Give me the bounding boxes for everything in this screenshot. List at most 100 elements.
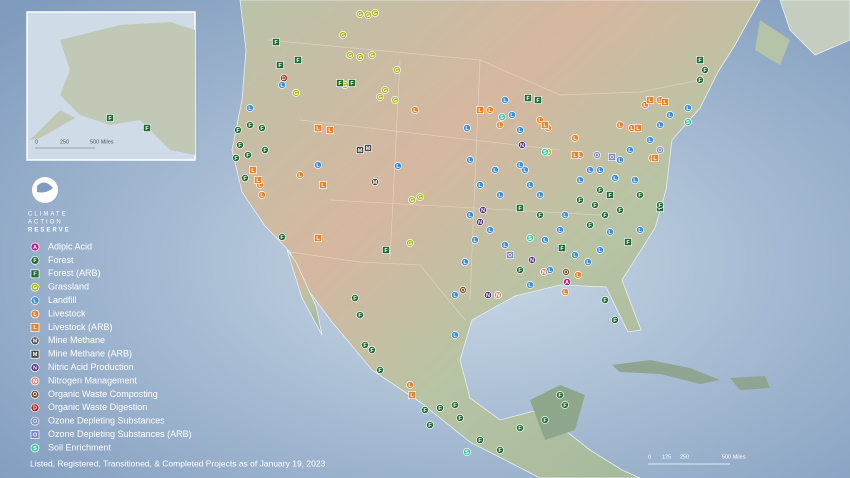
symbol-letter: N xyxy=(486,293,490,299)
symbol-letter: F xyxy=(353,296,357,302)
symbol-letter: L xyxy=(613,176,617,182)
symbol-letter: L xyxy=(618,123,622,129)
aleutians xyxy=(30,110,75,140)
symbol-letter: D xyxy=(282,76,286,82)
symbol-letter: F xyxy=(33,272,37,278)
symbol-circle xyxy=(30,309,40,319)
symbol-square xyxy=(506,251,514,259)
symbol-letter: F xyxy=(603,213,607,219)
symbol-letter: L xyxy=(563,290,567,296)
symbol-circle xyxy=(501,241,509,249)
symbol-letter: L xyxy=(260,193,264,199)
logo-text: CLIMATE xyxy=(28,212,68,218)
symbol-circle xyxy=(656,146,664,154)
symbol-letter: O xyxy=(33,419,38,425)
symbol-circle xyxy=(494,291,502,299)
symbol-square xyxy=(606,191,614,199)
legend-label: Livestock xyxy=(48,308,86,318)
symbol-circle xyxy=(456,414,464,422)
symbol-letter: L xyxy=(316,163,320,169)
symbol-letter: L xyxy=(510,113,514,119)
symbol-square xyxy=(254,176,262,184)
symbol-circle xyxy=(561,401,569,409)
symbol-circle xyxy=(591,201,599,209)
symbol-letter: N xyxy=(496,293,500,299)
symbol-letter: L xyxy=(548,268,552,274)
symbol-letter: L xyxy=(598,168,602,174)
symbol-letter: L xyxy=(493,168,497,174)
symbol-letter: M xyxy=(373,180,378,186)
symbol-letter: F xyxy=(296,58,300,64)
symbol-square xyxy=(249,166,257,174)
symbol-letter: L xyxy=(498,193,502,199)
symbol-circle xyxy=(596,246,604,254)
symbol-circle xyxy=(586,221,594,229)
symbol-letter: F xyxy=(274,40,278,46)
symbol-circle xyxy=(30,403,40,413)
symbol-letter: F xyxy=(33,258,37,264)
symbol-circle xyxy=(232,154,240,162)
symbol-square xyxy=(516,204,524,212)
symbol-letter: F xyxy=(658,203,662,209)
symbol-letter: G xyxy=(383,88,387,94)
symbol-letter: L xyxy=(298,173,302,179)
symbol-letter: F xyxy=(428,423,432,429)
symbol-circle xyxy=(30,376,40,386)
symbol-letter: L xyxy=(630,126,634,132)
symbol-letter: O xyxy=(658,148,663,154)
mexico-border xyxy=(289,251,466,321)
symbol-circle xyxy=(563,278,571,286)
symbol-letter: L xyxy=(618,158,622,164)
symbol-square xyxy=(30,430,40,439)
legend-label: Grassland xyxy=(48,282,89,292)
symbol-letter: G xyxy=(294,91,298,97)
symbol-letter: F xyxy=(526,96,530,102)
symbol-letter: L xyxy=(468,213,472,219)
symbol-letter: G xyxy=(418,195,422,201)
canada-border xyxy=(267,39,701,96)
symbol-letter: L xyxy=(478,183,482,189)
symbol-letter: L xyxy=(33,298,37,304)
legend-label: Livestock (ARB) xyxy=(48,322,113,332)
symbol-circle xyxy=(616,156,624,164)
legend-label: Forest (ARB) xyxy=(48,268,101,278)
legend-label: Nitric Acid Production xyxy=(48,362,134,372)
symbol-circle xyxy=(461,258,469,266)
symbol-letter: F xyxy=(246,153,250,159)
symbol-circle xyxy=(292,89,300,97)
symbol-circle xyxy=(516,161,524,169)
symbol-letter: F xyxy=(518,268,522,274)
symbol-letter: L xyxy=(628,148,632,154)
symbol-circle xyxy=(296,171,304,179)
symbol-letter: L xyxy=(538,193,542,199)
symbol-letter: F xyxy=(350,81,354,87)
symbol-letter: G xyxy=(366,13,370,19)
symbol-letter: L xyxy=(488,228,492,234)
symbol-letter: L xyxy=(528,183,532,189)
symbol-circle xyxy=(406,381,414,389)
inset-scale-label: 500 Miles xyxy=(90,139,114,145)
symbol-letter: L xyxy=(528,283,532,289)
symbol-circle xyxy=(541,236,549,244)
symbol-square xyxy=(476,106,484,114)
symbol-letter: F xyxy=(518,426,522,432)
symbol-circle xyxy=(571,134,579,142)
symbol-letter: L xyxy=(563,213,567,219)
symbol-letter: F xyxy=(338,81,342,87)
symbol-letter: L xyxy=(248,106,252,112)
symbol-letter: F xyxy=(538,213,542,219)
symbol-circle xyxy=(516,424,524,432)
symbol-square xyxy=(571,151,579,159)
symbol-square xyxy=(348,79,356,87)
symbol-circle xyxy=(656,201,664,209)
symbol-letter: O xyxy=(508,253,513,259)
symbol-letter: L xyxy=(543,238,547,244)
hispaniola xyxy=(730,376,770,390)
symbol-square xyxy=(30,269,40,279)
symbol-circle xyxy=(234,126,242,134)
symbol-letter: L xyxy=(543,123,547,129)
symbol-letter: F xyxy=(370,348,374,354)
symbol-circle xyxy=(339,31,347,39)
symbol-letter: L xyxy=(633,178,637,184)
